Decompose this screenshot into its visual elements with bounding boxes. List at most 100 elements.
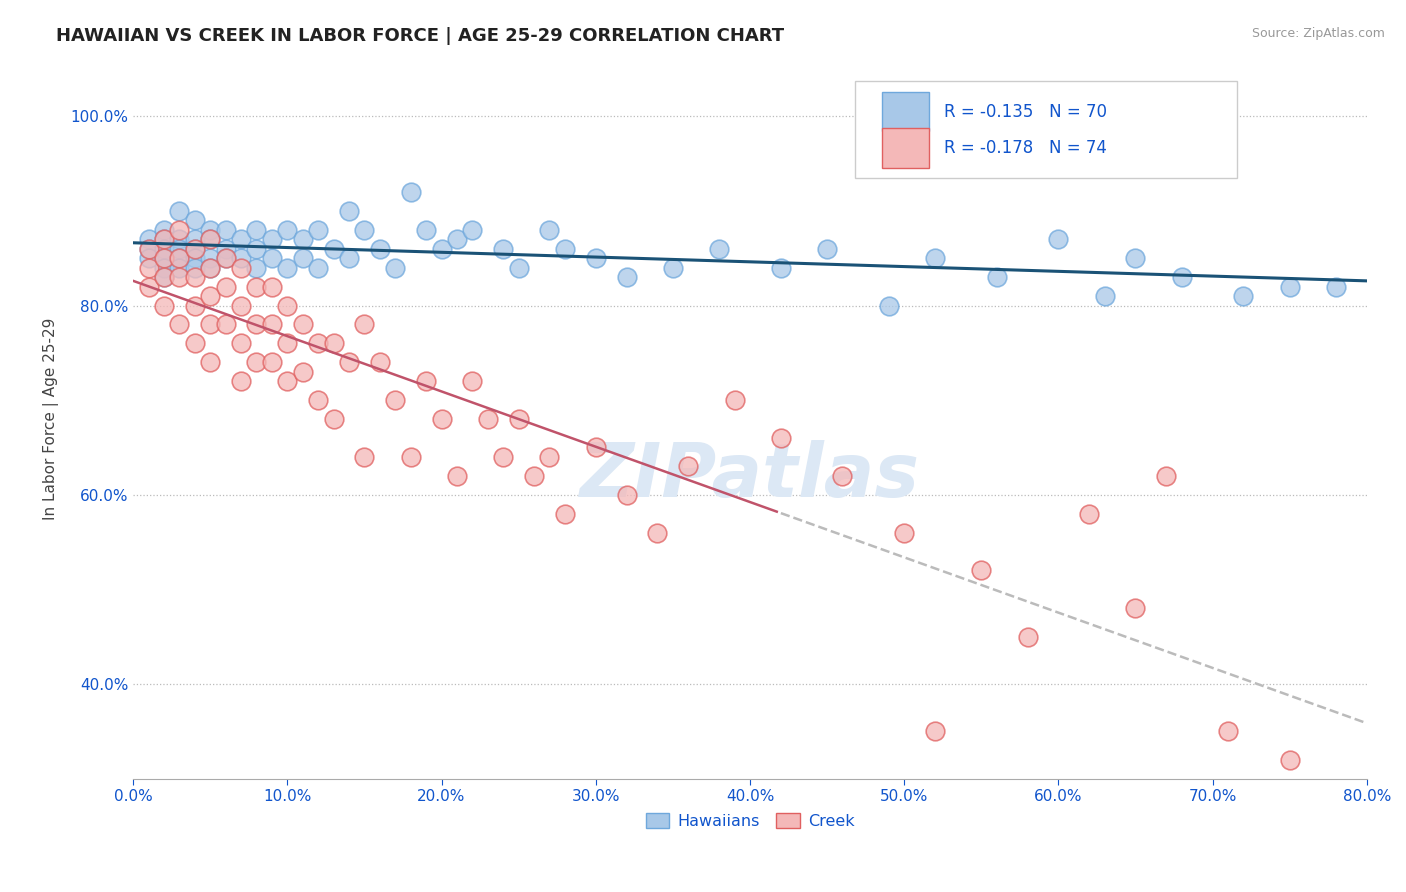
Point: [138, 252, 160, 266]
Point: [184, 252, 207, 266]
Point: [245, 223, 267, 237]
Point: [153, 299, 176, 313]
Point: [229, 336, 252, 351]
Point: [184, 299, 207, 313]
Point: [229, 232, 252, 246]
Point: [245, 242, 267, 256]
Point: [723, 393, 745, 408]
Point: [229, 299, 252, 313]
Point: [229, 260, 252, 275]
Point: [200, 318, 222, 332]
Point: [616, 270, 638, 285]
Point: [169, 252, 191, 266]
Point: [153, 270, 176, 285]
Point: [153, 223, 176, 237]
Point: [353, 318, 375, 332]
Point: [214, 318, 236, 332]
Point: [508, 260, 530, 275]
Point: [446, 468, 468, 483]
Point: [815, 242, 838, 256]
Point: [707, 242, 730, 256]
Point: [260, 252, 283, 266]
Point: [153, 260, 176, 275]
Point: [291, 252, 314, 266]
Point: [353, 450, 375, 464]
Point: [291, 318, 314, 332]
Point: [214, 223, 236, 237]
Point: [200, 355, 222, 369]
Point: [1156, 468, 1178, 483]
Point: [399, 450, 422, 464]
Point: [153, 232, 176, 246]
Point: [184, 232, 207, 246]
Point: [1078, 507, 1101, 521]
Point: [508, 412, 530, 426]
Point: [138, 242, 160, 256]
Point: [585, 252, 607, 266]
Point: [1094, 289, 1116, 303]
Point: [877, 299, 900, 313]
Point: [200, 252, 222, 266]
Point: [769, 260, 792, 275]
Point: [477, 412, 499, 426]
FancyBboxPatch shape: [882, 128, 929, 168]
Text: Source: ZipAtlas.com: Source: ZipAtlas.com: [1251, 27, 1385, 40]
Point: [276, 336, 298, 351]
Point: [678, 459, 700, 474]
Point: [616, 488, 638, 502]
Point: [554, 507, 576, 521]
Point: [200, 260, 222, 275]
Point: [184, 242, 207, 256]
Point: [184, 260, 207, 275]
Point: [415, 374, 437, 388]
Point: [1278, 279, 1301, 293]
Point: [461, 223, 484, 237]
Point: [446, 232, 468, 246]
Point: [368, 355, 391, 369]
Point: [384, 260, 406, 275]
Point: [893, 525, 915, 540]
Point: [1232, 289, 1254, 303]
Point: [647, 525, 669, 540]
Point: [307, 393, 329, 408]
Text: R = -0.135   N = 70: R = -0.135 N = 70: [943, 103, 1107, 120]
Point: [153, 232, 176, 246]
Point: [492, 450, 515, 464]
Point: [523, 468, 546, 483]
Point: [169, 270, 191, 285]
Point: [184, 336, 207, 351]
Point: [200, 232, 222, 246]
Point: [461, 374, 484, 388]
Point: [169, 204, 191, 219]
Point: [138, 232, 160, 246]
Point: [169, 232, 191, 246]
Point: [184, 242, 207, 256]
FancyBboxPatch shape: [882, 92, 929, 131]
FancyBboxPatch shape: [855, 81, 1237, 178]
Point: [138, 260, 160, 275]
Point: [415, 223, 437, 237]
Text: R = -0.178   N = 74: R = -0.178 N = 74: [943, 139, 1107, 157]
Point: [184, 270, 207, 285]
Point: [307, 223, 329, 237]
Point: [554, 242, 576, 256]
Point: [1324, 279, 1347, 293]
Point: [260, 232, 283, 246]
Point: [184, 213, 207, 227]
Point: [245, 260, 267, 275]
Y-axis label: In Labor Force | Age 25-29: In Labor Force | Age 25-29: [44, 318, 59, 520]
Text: ZIPatlas: ZIPatlas: [579, 440, 920, 513]
Point: [214, 279, 236, 293]
Text: HAWAIIAN VS CREEK IN LABOR FORCE | AGE 25-29 CORRELATION CHART: HAWAIIAN VS CREEK IN LABOR FORCE | AGE 2…: [56, 27, 785, 45]
Point: [924, 724, 946, 739]
Point: [769, 431, 792, 445]
Point: [538, 450, 561, 464]
Point: [970, 564, 993, 578]
Point: [291, 365, 314, 379]
Point: [276, 374, 298, 388]
Point: [200, 260, 222, 275]
Point: [662, 260, 685, 275]
Point: [276, 260, 298, 275]
Point: [169, 242, 191, 256]
Point: [307, 260, 329, 275]
